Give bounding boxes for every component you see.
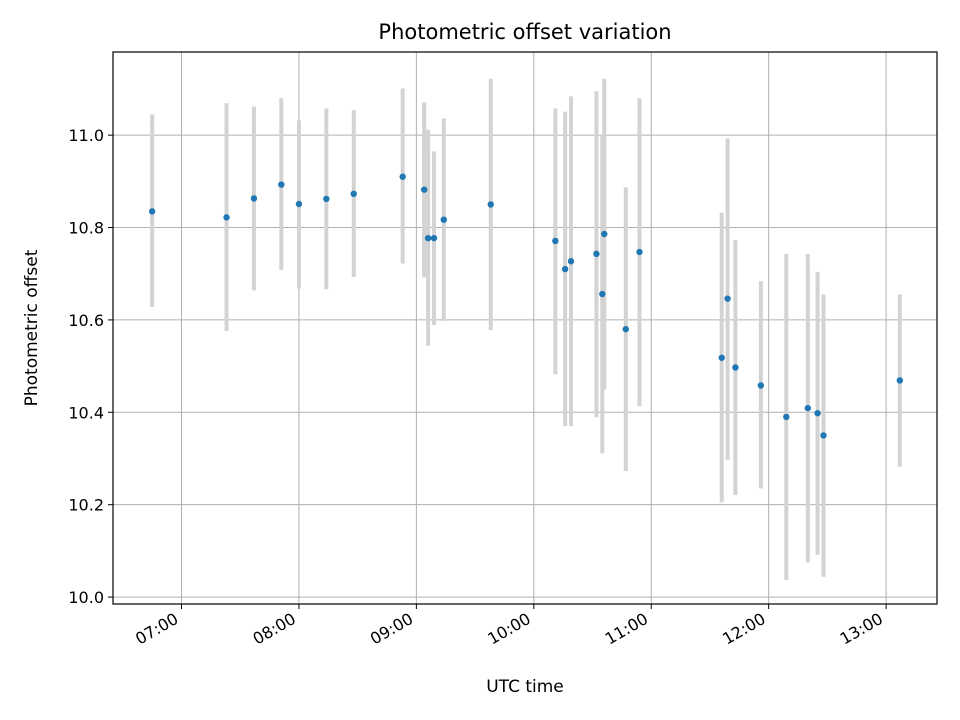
data-point <box>250 195 258 202</box>
chart-title: Photometric offset variation <box>378 20 671 44</box>
y-tick-label: 10.2 <box>68 496 104 515</box>
data-point <box>814 410 821 417</box>
y-tick-label: 10.6 <box>68 311 104 330</box>
data-point <box>804 404 812 412</box>
data-point <box>350 190 357 198</box>
data-point <box>399 173 406 180</box>
data-point <box>757 382 765 389</box>
y-tick-label: 10.8 <box>68 219 104 238</box>
data-point <box>599 290 606 298</box>
data-point <box>148 208 156 215</box>
data-point <box>440 216 447 223</box>
data-point <box>732 364 739 371</box>
data-point <box>323 195 330 203</box>
x-axis-label: UTC time <box>486 677 564 697</box>
data-point <box>636 248 643 256</box>
data-point <box>430 234 438 242</box>
data-point <box>421 186 428 193</box>
data-point <box>593 250 600 258</box>
data-points <box>148 173 904 439</box>
y-axis-ticks: 10.0 10.2 10.4 10.6 10.8 11.0 <box>68 126 113 607</box>
data-point <box>567 258 575 265</box>
y-tick-label: 10.4 <box>68 403 104 422</box>
data-point <box>896 377 904 384</box>
data-point <box>601 230 608 238</box>
data-point <box>820 432 827 439</box>
data-point <box>278 181 285 188</box>
y-axis-label: Photometric offset <box>22 249 42 406</box>
data-point <box>552 237 559 245</box>
plot-area-frame <box>112 51 938 605</box>
data-point <box>718 354 725 361</box>
data-point <box>424 234 432 242</box>
data-point <box>295 200 303 208</box>
data-point <box>223 214 230 221</box>
data-point <box>783 413 790 421</box>
data-point <box>724 295 731 302</box>
data-point <box>622 325 629 333</box>
data-point <box>487 201 494 208</box>
data-point <box>561 265 569 273</box>
y-tick-label: 11.0 <box>68 126 104 145</box>
grid-lines <box>113 52 937 604</box>
y-tick-label: 10.0 <box>68 588 104 607</box>
